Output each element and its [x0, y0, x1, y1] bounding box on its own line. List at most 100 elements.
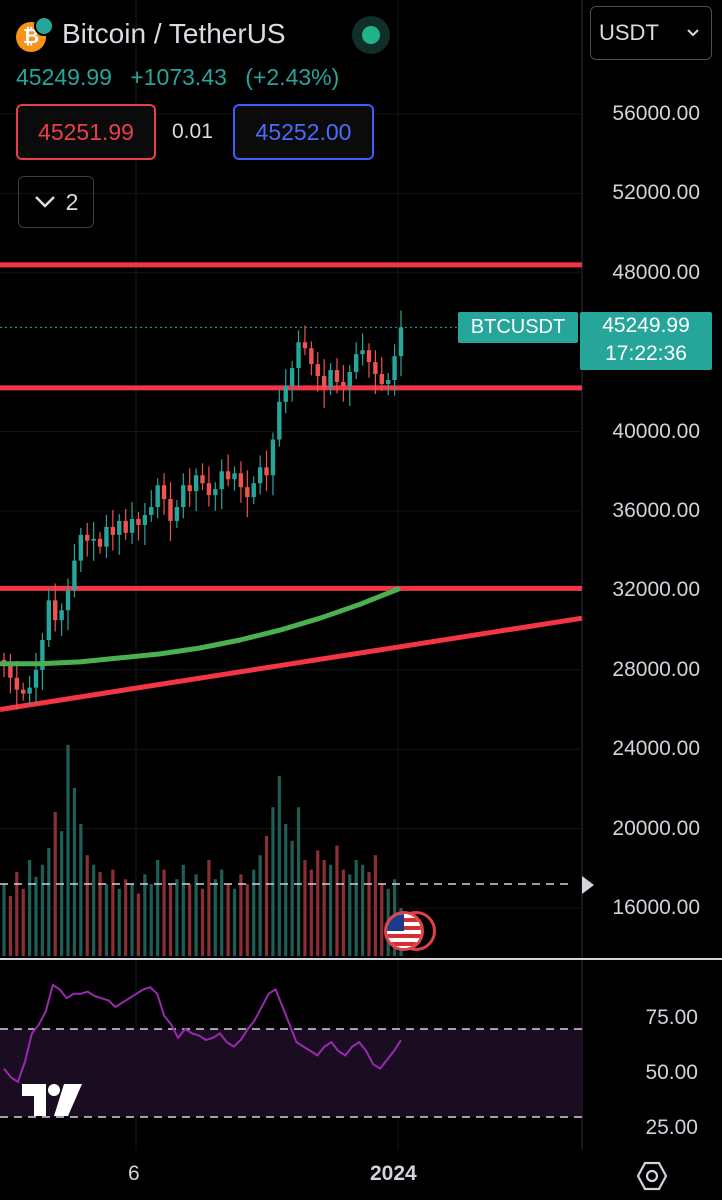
- candle-body: [40, 640, 45, 670]
- volume-bar: [258, 855, 262, 956]
- volume-bar: [124, 879, 128, 956]
- candle-body: [398, 327, 404, 357]
- bar-countdown: 17:22:36: [605, 342, 687, 365]
- volume-bar: [162, 869, 166, 956]
- volume-bar: [367, 872, 371, 956]
- rsi-band: [0, 1028, 582, 1118]
- candle-body: [78, 534, 84, 561]
- rsi-axis-label: 75.00: [645, 1006, 698, 1029]
- candle-body: [251, 483, 256, 498]
- volume-bar: [239, 874, 243, 956]
- indicators-toggle-button[interactable]: 2: [18, 176, 94, 228]
- volume-bar: [60, 831, 64, 956]
- candle-body: [315, 364, 320, 377]
- candle-body: [149, 507, 154, 515]
- volume-bar: [373, 855, 377, 956]
- volume-bar: [79, 824, 83, 956]
- symbol-title[interactable]: Bitcoin / TetherUS: [62, 18, 286, 49]
- candle-body: [392, 356, 397, 380]
- candle-body: [232, 473, 237, 480]
- tradingview-logo: [20, 1082, 84, 1128]
- volume-bar: [72, 788, 77, 956]
- buy-button[interactable]: 45252.00: [233, 104, 374, 160]
- candle-body: [142, 514, 148, 525]
- price-axis-label: 28000.00: [612, 657, 700, 681]
- volume-bar: [34, 876, 38, 956]
- volume-bar: [341, 869, 345, 956]
- candle-body: [270, 439, 276, 476]
- price-axis-label: 32000.00: [612, 578, 700, 602]
- volume-bar: [296, 807, 301, 956]
- last-price-tag: 45249.99 17:22:36: [580, 312, 712, 370]
- moving-average-line: [0, 586, 401, 667]
- volume-bar: [335, 845, 339, 956]
- indicators-count: 2: [65, 188, 79, 215]
- candle-body: [181, 485, 186, 508]
- volume-bar: [143, 874, 147, 956]
- candle-body: [245, 487, 250, 498]
- rsi-background-band: [0, 1029, 582, 1117]
- currency-select[interactable]: USDT: [590, 6, 712, 60]
- volume-bar: [40, 864, 45, 956]
- volume-bar: [2, 884, 6, 956]
- candle-body: [341, 381, 346, 386]
- candle-body: [72, 560, 77, 591]
- candle-body: [129, 518, 135, 533]
- time-axis-label: 6: [128, 1162, 140, 1185]
- chevron-down-icon: [34, 196, 55, 208]
- volume-bar: [15, 872, 19, 956]
- volume-bar: [168, 884, 173, 956]
- time-axis-label: 2024: [370, 1162, 417, 1185]
- volume-bar: [66, 744, 70, 956]
- candle-body: [21, 689, 26, 694]
- volume-bar: [207, 860, 211, 956]
- candle-body: [168, 499, 173, 521]
- volume-bar: [47, 848, 51, 956]
- candle-body: [328, 370, 333, 388]
- candle-body: [225, 471, 231, 480]
- candle-body: [302, 342, 308, 349]
- exchange-badge-icon: [34, 16, 54, 36]
- trendline: [0, 615, 583, 712]
- volume-bar: [290, 840, 294, 956]
- volume-bar: [104, 884, 109, 956]
- candle-body: [200, 475, 205, 484]
- market-status-icon[interactable]: [352, 16, 390, 54]
- settings-hexagon-icon[interactable]: [636, 1160, 668, 1192]
- volume-bar: [175, 879, 179, 956]
- volume-bar: [188, 884, 192, 956]
- candle-body: [379, 374, 384, 384]
- candle-body: [161, 485, 167, 500]
- candle-body: [373, 362, 378, 375]
- candle-body: [14, 677, 20, 690]
- price-axis-label: 20000.00: [612, 816, 700, 840]
- volume-bar: [130, 884, 134, 956]
- volume-bar: [149, 884, 153, 956]
- candle-body: [8, 665, 13, 678]
- volume-bar: [354, 860, 358, 956]
- chart-overlays: [0, 326, 594, 894]
- price-axis-label: 52000.00: [612, 181, 700, 205]
- candle-body: [206, 483, 212, 496]
- sell-button[interactable]: 45251.99: [16, 104, 156, 160]
- horizontal-lines: [0, 262, 583, 712]
- spread-value: 0.01: [172, 120, 213, 143]
- price-axis-label: 24000.00: [612, 737, 700, 761]
- us-event-flag-icon[interactable]: [384, 911, 424, 951]
- volume-bar: [213, 879, 217, 956]
- candle-body: [385, 379, 391, 384]
- chevron-down-icon: [687, 29, 699, 37]
- candle-body: [353, 354, 359, 373]
- candle-body: [59, 610, 64, 621]
- volume-bar: [156, 860, 160, 956]
- candle-body: [85, 534, 90, 541]
- candle-body: [238, 473, 244, 488]
- volume-bar: [277, 776, 281, 956]
- arrow-right-icon: [582, 876, 594, 894]
- last-price: 45249.99: [16, 64, 112, 90]
- candle-body: [123, 520, 128, 533]
- volume-bar: [85, 855, 89, 956]
- chart-grid: [0, 0, 722, 1150]
- candle-body: [277, 401, 282, 440]
